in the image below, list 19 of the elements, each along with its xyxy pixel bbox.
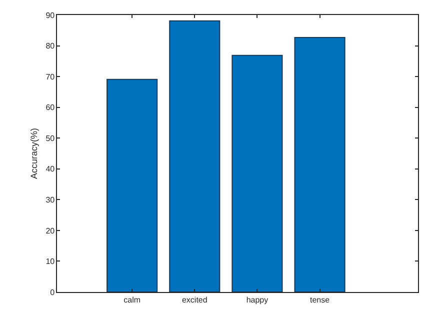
bar bbox=[169, 20, 220, 292]
y-tick-label: 70 bbox=[46, 72, 56, 82]
y-tick-label: 60 bbox=[46, 103, 56, 112]
y-axis-title: Accuracy(%) bbox=[29, 128, 40, 180]
y-tick-label: 40 bbox=[46, 164, 56, 174]
x-tick-label: tense bbox=[310, 295, 330, 304]
y-tick-label: 80 bbox=[46, 42, 56, 51]
x-tick-label: calm bbox=[124, 295, 141, 304]
x-tick-label: excited bbox=[182, 295, 208, 304]
y-tick-label: 50 bbox=[46, 134, 56, 143]
bar bbox=[232, 54, 283, 292]
bar bbox=[106, 78, 158, 292]
x-tick-label: happy bbox=[246, 295, 268, 304]
bar bbox=[294, 36, 346, 292]
y-tick-label: 0 bbox=[50, 288, 56, 297]
y-tick-label: 10 bbox=[46, 257, 56, 266]
y-tick-label: 20 bbox=[46, 226, 56, 236]
y-tick-label: 30 bbox=[46, 195, 56, 204]
y-tick-label: 90 bbox=[46, 10, 56, 20]
